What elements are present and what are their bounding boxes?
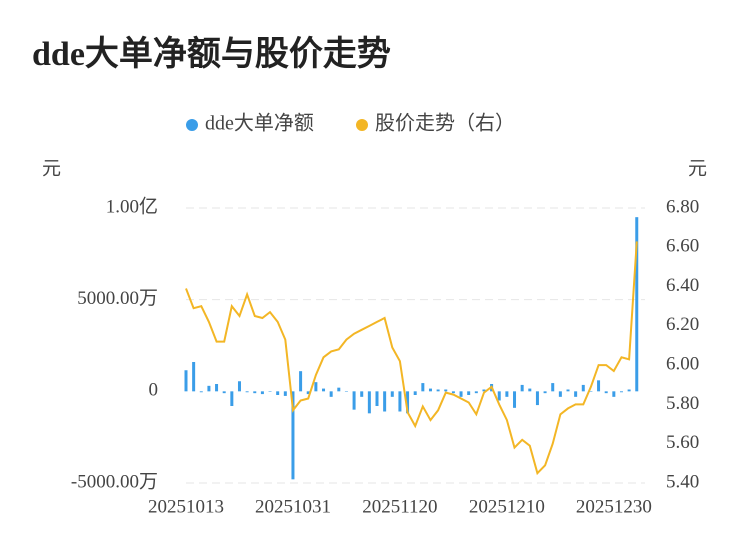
price-line: [185, 241, 638, 476]
bar: [543, 391, 547, 394]
y2-tick-label: 5.60: [666, 432, 699, 453]
bar: [352, 391, 356, 410]
bar: [237, 381, 241, 392]
bar: [291, 391, 295, 480]
bar: [337, 387, 341, 392]
bar: [215, 384, 219, 392]
bar: [276, 391, 280, 395]
bar: [604, 391, 608, 394]
bar: [467, 391, 471, 395]
bar: [398, 391, 402, 412]
bar: [535, 391, 539, 406]
bar: [619, 391, 623, 393]
bar: [192, 362, 196, 392]
bar: [627, 389, 631, 392]
bar: [375, 391, 379, 406]
x-tick-label: 20251120: [362, 496, 437, 517]
bar: [474, 391, 478, 394]
bar: [558, 391, 562, 397]
bar: [413, 391, 417, 395]
bar: [268, 391, 272, 392]
y2-tick-label: 6.80: [666, 196, 699, 217]
bar: [635, 217, 639, 392]
bar: [253, 391, 257, 394]
bar: [597, 380, 601, 392]
x-tick-label: 20251210: [469, 496, 545, 517]
y-unit: 元: [42, 158, 61, 179]
bar: [299, 371, 303, 392]
legend-marker: [186, 119, 198, 131]
bar: [482, 389, 486, 392]
y2-tick-label: 5.40: [666, 471, 699, 492]
bar: [444, 389, 448, 392]
bar: [612, 391, 616, 397]
bar: [528, 388, 532, 392]
chart-title: dde大单净额与股价走势: [32, 35, 391, 73]
x-tick-label: 20251013: [148, 496, 224, 517]
y-tick-label: 0: [149, 380, 159, 401]
bar: [306, 391, 310, 395]
bar: [497, 391, 501, 401]
bar: [283, 391, 287, 396]
y-tick-label: -5000.00万: [71, 471, 158, 492]
bar: [505, 391, 509, 397]
y-tick-label: 1.00亿: [106, 195, 158, 217]
bar: [520, 384, 524, 392]
bar: [566, 389, 570, 392]
y2-tick-label: 6.60: [666, 236, 699, 257]
bar: [344, 391, 348, 392]
y2-tick-label: 5.80: [666, 393, 699, 414]
bar: [589, 391, 593, 392]
bar: [436, 389, 440, 392]
bar: [207, 385, 211, 392]
bar: [184, 370, 188, 392]
bar: [406, 391, 410, 414]
bar: [360, 391, 364, 397]
bar: [260, 391, 264, 395]
bar: [513, 391, 517, 408]
bar: [451, 391, 455, 394]
legend: dde大单净额 股价走势（右）: [186, 112, 515, 135]
y2-tick-label: 6.40: [666, 275, 699, 296]
y2-unit: 元: [688, 158, 707, 179]
bar: [421, 383, 425, 392]
bar: [222, 391, 226, 394]
bar: [314, 382, 318, 392]
bar: [390, 391, 394, 397]
y2-tick-label: 6.20: [666, 314, 699, 335]
bar: [574, 391, 578, 397]
bar: [428, 388, 432, 392]
bar: [245, 391, 249, 393]
bar: [329, 391, 333, 397]
x-tick-label: 20251230: [576, 496, 652, 517]
bar: [367, 391, 371, 414]
bar: [230, 391, 234, 406]
x-tick-label: 20251031: [255, 496, 331, 517]
legend-label: dde大单净额: [205, 112, 314, 135]
legend-marker: [356, 119, 368, 131]
bar: [199, 391, 203, 393]
bar: [322, 388, 326, 392]
bar: [551, 383, 555, 392]
y-tick-label: 5000.00万: [77, 288, 158, 309]
bar: [383, 391, 387, 412]
bar: [581, 384, 585, 392]
legend-label: 股价走势（右）: [375, 112, 515, 135]
y2-tick-label: 6.00: [666, 354, 699, 375]
bar: [459, 391, 463, 397]
